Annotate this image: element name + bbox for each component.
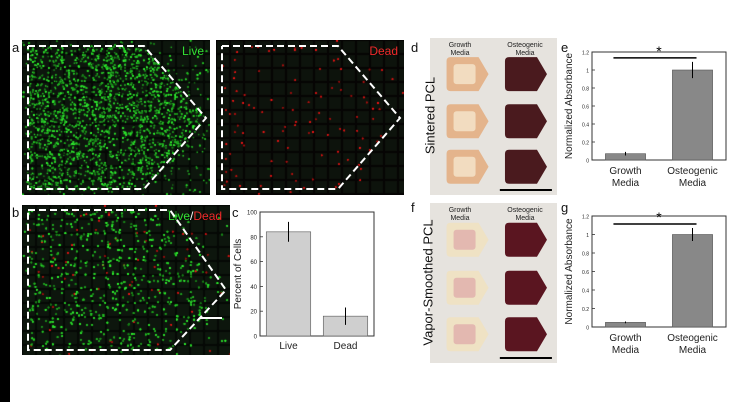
- bar: [672, 234, 713, 328]
- panel-letter-a: a: [12, 40, 20, 55]
- y-tick-label: 100: [247, 211, 258, 217]
- panel-letter-c: c: [232, 205, 239, 220]
- osteogenic-media-header: Osteogenic Media: [507, 207, 543, 222]
- bar: [265, 231, 312, 337]
- dead-label: Dead: [369, 44, 398, 58]
- y-tick-label: 0.6: [582, 105, 589, 111]
- y-tick-label: 20: [250, 310, 257, 316]
- significance-star: *: [656, 43, 662, 59]
- y-tick-label: 0.8: [582, 252, 589, 258]
- vapor-smoothed-pcl-photo: Growth Media Osteogenic Media: [430, 203, 557, 363]
- y-tick-label: 60: [250, 260, 257, 266]
- x-category-label: Osteogenic: [667, 333, 718, 344]
- cell-viability-bar-chart: 0 20 40 60 80 100 Percent of Cells Live Dead: [233, 211, 375, 352]
- y-axis-label: Percent of Cells: [233, 239, 244, 310]
- y-axis-label: Normalized Absorbance: [564, 218, 575, 325]
- sintered-pcl-photo: Growth Media Osteogenic Media: [430, 38, 557, 195]
- x-category-label: Live: [279, 341, 298, 352]
- dead-fluorescence-image: Dead: [216, 40, 404, 195]
- panel-letter-b: b: [12, 205, 20, 220]
- live-dead-label: Live/Dead: [168, 209, 223, 223]
- scaffold-sample: [504, 104, 547, 139]
- y-tick-label: 0: [586, 159, 589, 165]
- x-category-label: Growth: [609, 333, 641, 344]
- significance-star: *: [656, 209, 662, 225]
- left-black-border: [0, 0, 10, 402]
- y-tick-label: 0.4: [582, 289, 589, 295]
- x-category-label: Growth: [609, 166, 641, 177]
- panel-letter-g: g: [561, 200, 569, 215]
- scaffold-sample: [504, 149, 547, 184]
- panel-letter-e: e: [561, 40, 569, 55]
- sintered-absorbance-bar-chart: 0 0.2 0.4 0.6 0.8 1 1.2 Normalized Absorbance Gr…: [564, 43, 727, 189]
- y-tick-label: 1: [586, 69, 589, 75]
- growth-media-header: Growth Media: [448, 42, 472, 57]
- x-category-label: Media: [679, 178, 707, 189]
- x-category-label: Dead: [334, 341, 358, 352]
- panel-letter-d: d: [411, 40, 419, 55]
- y-tick-label: 1: [586, 233, 589, 239]
- osteogenic-media-header: Osteogenic Media: [507, 42, 543, 57]
- y-tick-label: 0: [254, 335, 258, 341]
- bar: [672, 69, 713, 161]
- y-tick-label: 0.2: [582, 307, 589, 313]
- scaffold-outline: [27, 45, 208, 190]
- y-axis-label: Normalized Absorbance: [564, 52, 575, 159]
- y-tick-label: 80: [250, 235, 257, 241]
- x-category-label: Osteogenic: [667, 166, 718, 177]
- scaffold-sample: [504, 57, 547, 92]
- scaffold-samples: [446, 57, 552, 191]
- y-tick-label: 1.2: [582, 51, 589, 57]
- x-category-label: Media: [612, 345, 640, 356]
- live-label: Live: [181, 44, 204, 58]
- y-tick-label: 0.8: [582, 87, 589, 93]
- scaffold-samples: [446, 222, 552, 359]
- sintered-pcl-label: Sintered PCL: [422, 76, 438, 155]
- scaffold-sample: [504, 317, 547, 352]
- panel-letter-f: f: [411, 200, 415, 215]
- scaffold-outline: [221, 45, 402, 190]
- y-tick-label: 1.2: [582, 215, 589, 221]
- live-fluorescence-image: Live: [22, 40, 210, 195]
- vapor-smoothed-absorbance-bar-chart: 0 0.2 0.4 0.6 0.8 1 1.2 Normalized Absorbance Gr…: [564, 209, 727, 356]
- x-category-label: Media: [612, 178, 640, 189]
- live-dead-overlay-image: Live/Dead: [22, 205, 230, 355]
- growth-media-header: Growth Media: [448, 207, 472, 222]
- y-tick-label: 0.4: [582, 123, 589, 129]
- x-category-label: Media: [679, 345, 707, 356]
- scaffold-sample: [504, 222, 547, 257]
- scaffold-outline: [27, 209, 228, 351]
- scaffold-sample: [504, 270, 547, 305]
- y-tick-label: 0.2: [582, 141, 589, 147]
- y-tick-label: 0: [586, 326, 589, 332]
- y-tick-label: 0.6: [582, 270, 589, 276]
- y-tick-label: 40: [250, 285, 257, 291]
- vapor-smoothed-pcl-label: Vapor-Smoothed PCL: [420, 219, 436, 346]
